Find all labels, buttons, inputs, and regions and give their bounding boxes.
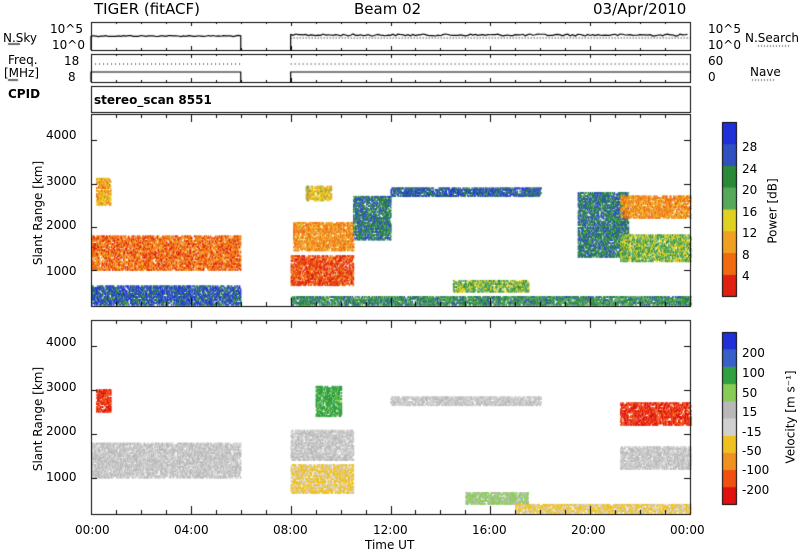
vel-ytick-1000: 1000: [46, 470, 77, 484]
nave-tick-top: 60: [708, 54, 724, 68]
vel-cb-tick-15: 15: [742, 405, 758, 419]
vel-cb-tick-200: 200: [742, 346, 765, 360]
nsearch-tick-top: 10^5: [708, 22, 741, 36]
vel-cb-tick-neg50: -50: [742, 444, 762, 458]
vel-ylabel: Slant Range [km]: [31, 366, 46, 472]
vel-cb-tick-100: 100: [742, 366, 765, 380]
nsky-tick-top: 10^5: [50, 22, 83, 36]
power-ytick-3000: 3000: [46, 174, 77, 188]
vel-ytick-4000: 4000: [46, 335, 77, 349]
vel-ytick-2000: 2000: [46, 424, 77, 438]
cpid-label: CPID: [8, 87, 41, 101]
xtick-2000: 20:00: [571, 523, 606, 537]
power-cb-tick-24: 24: [742, 162, 758, 176]
power-cb-tick-12: 12: [742, 226, 758, 240]
xtick-0000-end: 00:00: [670, 523, 705, 537]
radar-title: TIGER (fitACF): [94, 0, 201, 18]
nsearch-tick-bottom: 10^0: [708, 38, 741, 52]
power-cb-label: Power [dB]: [765, 178, 780, 244]
nsearch-label: N.Search: [745, 31, 800, 45]
xtick-1200: 12:00: [373, 523, 408, 537]
power-cb-tick-28: 28: [742, 140, 758, 154]
xtick-0400: 04:00: [174, 523, 209, 537]
freq-tick-bottom: 8: [68, 70, 76, 84]
vel-cb-tick-neg15: -15: [742, 425, 762, 439]
beam-title: Beam 02: [354, 0, 422, 18]
vel-cb-tick-50: 50: [742, 386, 758, 400]
nave-tick-bottom: 0: [708, 70, 716, 84]
freq-label-line1: Freq.: [8, 53, 38, 67]
freq-tick-top: 18: [64, 54, 80, 68]
date-title: 03/Apr/2010: [593, 0, 687, 18]
power-ytick-4000: 4000: [46, 128, 77, 142]
xlabel: Time UT: [365, 538, 415, 552]
freq-label-line2: [MHz]: [4, 66, 40, 80]
vel-ytick-3000: 3000: [46, 380, 77, 394]
power-cb-tick-16: 16: [742, 205, 758, 219]
power-ylabel: Slant Range [km]: [31, 160, 46, 266]
xtick-0800: 08:00: [273, 523, 308, 537]
vel-cb-tick-neg100: -100: [742, 463, 770, 477]
nsky-tick-bottom: 10^0: [52, 38, 85, 52]
power-cb-tick-20: 20: [742, 183, 758, 197]
xtick-0000: 00:00: [75, 523, 110, 537]
nave-label: Nave: [750, 65, 781, 79]
power-cb-tick-8: 8: [742, 248, 750, 262]
vel-cb-label: Velocity [m s⁻¹]: [783, 370, 798, 464]
nsky-label: N.Sky: [3, 31, 38, 45]
power-ytick-1000: 1000: [46, 264, 77, 278]
power-ytick-2000: 2000: [46, 218, 77, 232]
cpid-value: stereo_scan 8551: [94, 93, 212, 107]
xtick-1600: 16:00: [472, 523, 507, 537]
vel-cb-tick-neg200: -200: [742, 483, 770, 497]
power-cb-tick-4: 4: [742, 269, 750, 283]
